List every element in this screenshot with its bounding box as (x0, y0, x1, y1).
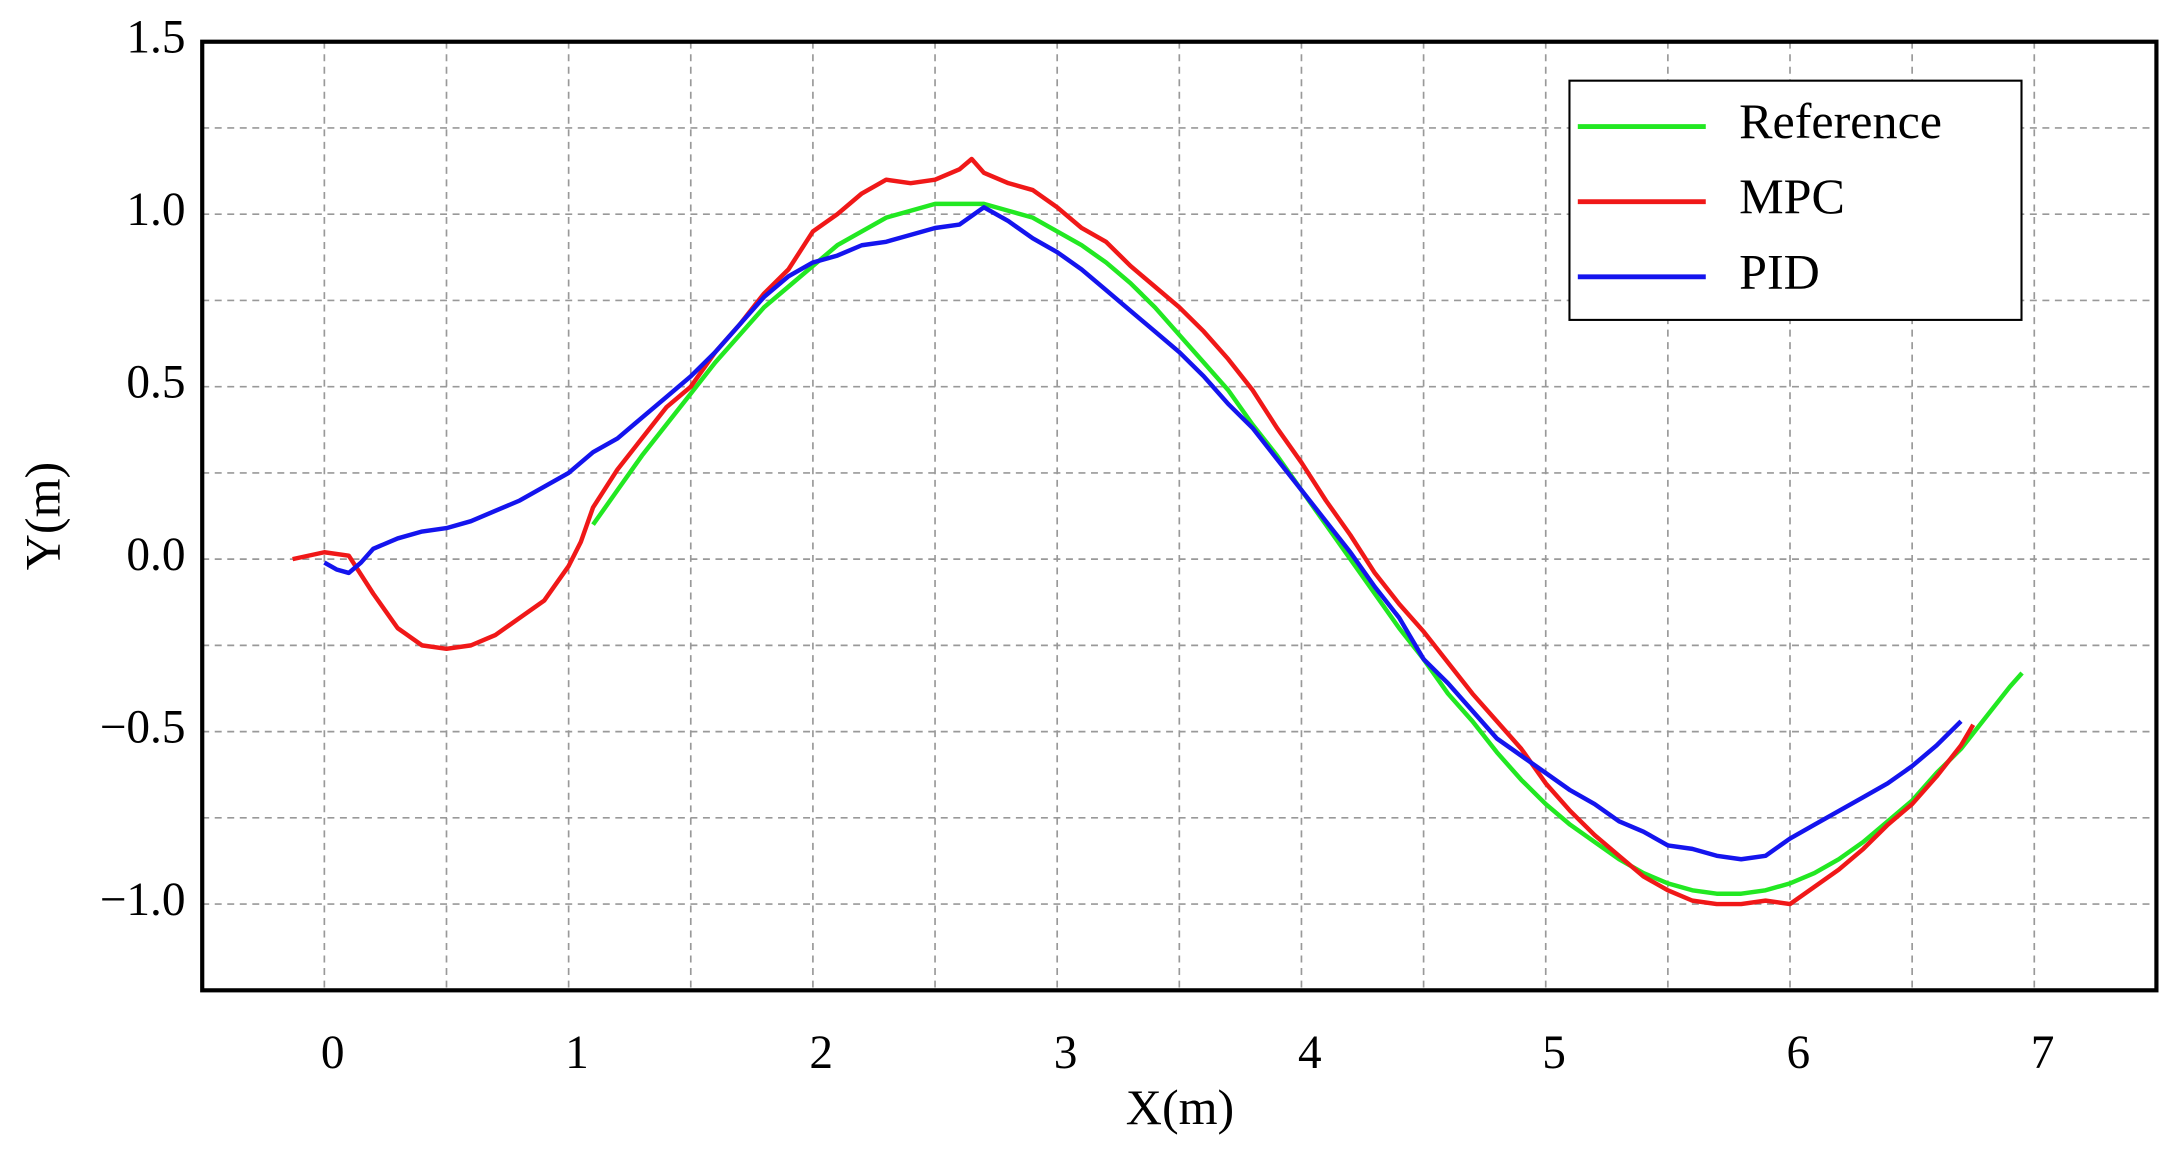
x-tick-label: 5 (1542, 1027, 1566, 1079)
plot-frame (200, 39, 2159, 993)
x-tick-label: 0 (321, 1027, 345, 1079)
y-tick-label: 1.0 (126, 184, 185, 236)
legend-label: Reference (1739, 93, 1942, 149)
series-line (323, 205, 1963, 862)
legend-label: MPC (1739, 168, 1845, 224)
x-tick-label: 7 (2031, 1027, 2055, 1079)
series-line (292, 156, 1976, 907)
legend: Reference MPC PID (1568, 79, 2023, 321)
y-tick-label: 1.5 (126, 12, 185, 64)
y-tick-label: 0.0 (126, 529, 185, 581)
y-axis-label: Y(m) (14, 462, 70, 570)
y-tick-label: −0.5 (100, 701, 186, 753)
x-tick-label: 1 (565, 1027, 589, 1079)
x-tick-label: 2 (809, 1027, 833, 1079)
y-tick-label: 0.5 (126, 357, 185, 409)
y-tick-label: −1.0 (100, 874, 186, 926)
x-tick-label: 3 (1054, 1027, 1078, 1079)
x-tick-label: 4 (1298, 1027, 1322, 1079)
x-axis-label: X(m) (1126, 1079, 1234, 1135)
x-tick-label: 6 (1787, 1027, 1811, 1079)
legend-label: PID (1739, 243, 1820, 299)
